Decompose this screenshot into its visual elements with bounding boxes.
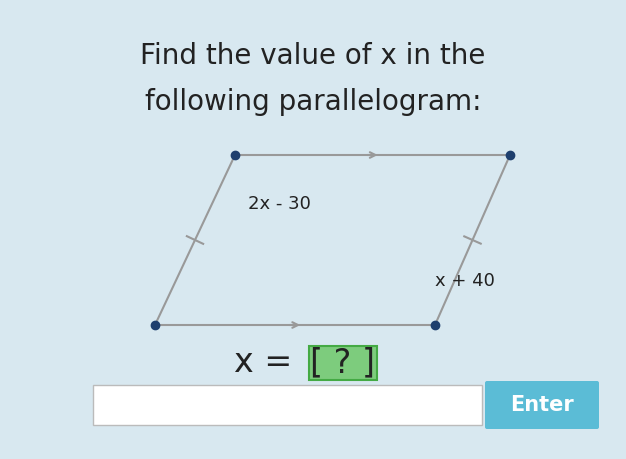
Text: [ ? ]: [ ? ] (310, 347, 376, 380)
FancyBboxPatch shape (309, 346, 377, 380)
FancyBboxPatch shape (93, 385, 482, 425)
Text: x =: x = (234, 347, 303, 380)
Text: 2x - 30: 2x - 30 (248, 195, 311, 213)
Text: Enter: Enter (510, 395, 574, 415)
FancyBboxPatch shape (485, 381, 599, 429)
Text: x + 40: x + 40 (435, 272, 495, 290)
Text: Find the value of x in the: Find the value of x in the (140, 42, 486, 70)
Text: following parallelogram:: following parallelogram: (145, 88, 481, 116)
